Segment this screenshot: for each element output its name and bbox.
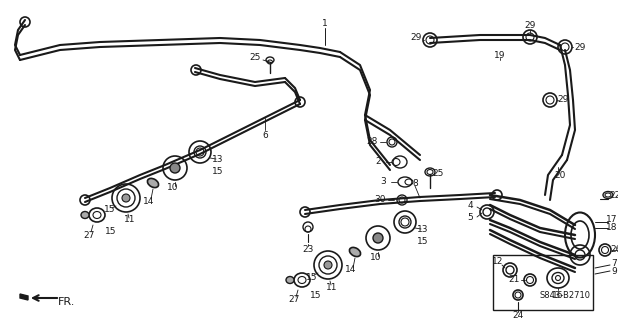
Ellipse shape <box>170 163 180 173</box>
Text: 5: 5 <box>467 212 473 221</box>
Text: 27: 27 <box>83 230 95 239</box>
Text: 24: 24 <box>512 311 523 320</box>
Text: 1: 1 <box>322 20 328 28</box>
Text: 15: 15 <box>310 292 322 300</box>
Text: 11: 11 <box>124 215 136 225</box>
Text: 21: 21 <box>509 276 520 284</box>
Text: 22: 22 <box>609 190 618 199</box>
Text: 25: 25 <box>433 170 444 179</box>
Text: 15: 15 <box>417 237 429 246</box>
Text: 27: 27 <box>289 295 300 305</box>
Text: FR.: FR. <box>58 297 75 307</box>
Text: 18: 18 <box>606 223 618 233</box>
Text: 10: 10 <box>370 253 382 262</box>
Text: 28: 28 <box>366 138 378 147</box>
Text: 6: 6 <box>262 132 268 140</box>
Text: 4: 4 <box>467 201 473 210</box>
Ellipse shape <box>349 247 360 257</box>
Text: 25: 25 <box>249 53 261 62</box>
Polygon shape <box>20 294 28 300</box>
Text: 13: 13 <box>212 156 224 164</box>
Text: 14: 14 <box>345 266 357 275</box>
Text: 15: 15 <box>212 167 224 177</box>
Bar <box>493 255 593 310</box>
Text: 29: 29 <box>524 20 536 29</box>
Text: 8: 8 <box>412 179 418 188</box>
Ellipse shape <box>373 233 383 243</box>
Text: 11: 11 <box>326 283 338 292</box>
Text: 14: 14 <box>143 196 154 205</box>
Text: 29: 29 <box>410 34 421 43</box>
Text: S843-B2710: S843-B2710 <box>540 291 591 300</box>
Text: 23: 23 <box>302 245 314 254</box>
Text: 17: 17 <box>606 215 618 225</box>
Ellipse shape <box>324 261 332 269</box>
Text: 2: 2 <box>375 157 381 166</box>
Text: 15: 15 <box>307 273 318 282</box>
Text: 13: 13 <box>417 226 429 235</box>
Ellipse shape <box>122 194 130 202</box>
Text: 9: 9 <box>611 268 617 276</box>
Text: 26: 26 <box>611 245 618 254</box>
Text: 29: 29 <box>557 95 569 105</box>
Text: 19: 19 <box>494 51 506 60</box>
Text: 16: 16 <box>552 291 564 300</box>
Ellipse shape <box>148 179 159 188</box>
Text: 10: 10 <box>167 183 179 193</box>
Ellipse shape <box>81 212 89 219</box>
Text: 12: 12 <box>493 258 504 267</box>
Text: 7: 7 <box>611 260 617 268</box>
Ellipse shape <box>286 276 294 284</box>
Text: 15: 15 <box>105 227 117 236</box>
Text: 3: 3 <box>380 178 386 187</box>
Text: 29: 29 <box>574 43 586 52</box>
Text: 20: 20 <box>554 171 565 180</box>
Text: 30: 30 <box>375 196 386 204</box>
Text: 15: 15 <box>104 205 116 214</box>
